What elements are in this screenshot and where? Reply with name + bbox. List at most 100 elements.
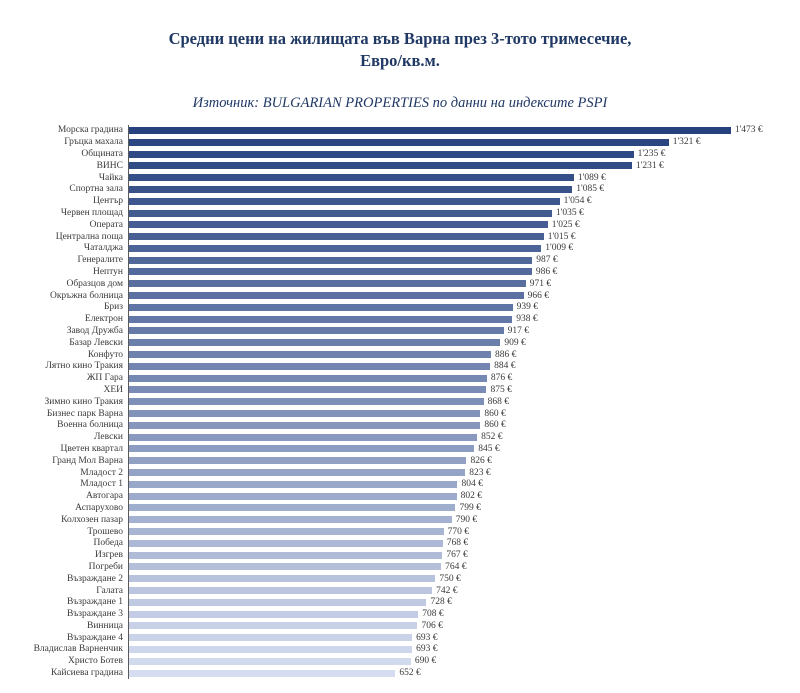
bar (129, 445, 475, 453)
bar (129, 469, 466, 477)
bar (129, 492, 457, 500)
bar-track: 966 € (128, 289, 794, 302)
bar-row: Младост 2 823 € (0, 466, 794, 479)
bar-track: 690 € (128, 655, 794, 668)
category-label: Чайка (98, 172, 123, 183)
bar-track: 742 € (128, 584, 794, 597)
category-label: ЖП Гара (86, 373, 123, 384)
bar-track: 826 € (128, 454, 794, 467)
bar (129, 280, 526, 288)
bar (129, 563, 442, 571)
bar-row: Военна болница 860 € (0, 419, 794, 432)
bar (129, 504, 456, 512)
category-label: Централна поща (55, 231, 123, 242)
bar (129, 362, 491, 370)
bar-track: 852 € (128, 431, 794, 444)
category-label: Образцов дом (66, 278, 123, 289)
category-label: ВИНС (96, 160, 123, 171)
bar-track: 706 € (128, 620, 794, 632)
category-label: Бизнес парк Варна (46, 408, 123, 419)
chart-title: Средни цени на жилищата във Варна през 3… (0, 0, 800, 73)
category-label: Христо Ботев (68, 656, 123, 667)
bar-row: Червен площад 1'035 € (0, 207, 794, 219)
value-label: 875 € (490, 384, 512, 395)
category-label: Окръжна болница (49, 290, 123, 301)
value-label: 767 € (446, 550, 468, 561)
bar-row: Гранд Мол Варна 826 € (0, 454, 794, 467)
category-label: Автогара (86, 491, 123, 502)
bar (129, 610, 419, 618)
value-label: 750 € (439, 573, 461, 584)
value-label: 860 € (484, 408, 506, 419)
category-label: Център (93, 196, 123, 207)
value-label: 868 € (487, 396, 509, 407)
bar-track: 1'231 € (128, 159, 794, 172)
category-label: Трошево (87, 526, 123, 537)
bar-track: 708 € (128, 608, 794, 620)
bar-row: Зимно кино Тракия 868 € (0, 395, 794, 408)
category-label: Винница (87, 620, 123, 631)
bar-row: Владислав Варненчик 693 € (0, 643, 794, 656)
bar-track: 1'085 € (128, 183, 794, 196)
bar-row: Морска градина 1'473 € (0, 124, 794, 137)
bar (129, 339, 501, 347)
value-label: 971 € (529, 278, 552, 289)
category-label: Победа (93, 538, 123, 549)
category-label: Възраждане 3 (66, 609, 123, 620)
bar-track: 876 € (128, 372, 794, 385)
bar (129, 528, 444, 536)
bar-row: Завод Дружба 917 € (0, 325, 794, 337)
value-label: 693 € (416, 644, 438, 655)
bar-track: 886 € (128, 348, 794, 361)
category-label: Погреби (88, 561, 123, 572)
bar (129, 327, 504, 335)
bar (129, 126, 731, 134)
value-label: 690 € (414, 656, 437, 667)
bar-row: ХЕИ 875 € (0, 384, 794, 396)
bar-row: Младост 1 804 € (0, 478, 794, 491)
value-label: 804 € (461, 479, 483, 490)
value-label: 886 € (494, 349, 517, 360)
bar-track: 764 € (128, 561, 794, 573)
bar-track: 868 € (128, 395, 794, 408)
bar-row: Колхозен пазар 790 € (0, 513, 794, 526)
bar-track: 1'473 € (128, 124, 794, 137)
value-label: 823 € (469, 467, 491, 478)
value-label: 938 € (516, 314, 538, 325)
bar (129, 138, 669, 146)
bar (129, 551, 443, 559)
bar-row: Галата 742 € (0, 584, 794, 597)
bar (129, 622, 418, 630)
bar-row: Генералите 987 € (0, 254, 794, 267)
bar-row: Бриз 939 € (0, 301, 794, 314)
bar-row: Възраждане 2 750 € (0, 572, 794, 585)
bar-row: Възраждане 3 708 € (0, 608, 794, 620)
bar-row: Общината 1'235 € (0, 148, 794, 160)
category-label: Лятно кино Тракия (45, 361, 123, 372)
value-label: 770 € (447, 526, 469, 537)
bar-track: 986 € (128, 266, 794, 278)
category-label: Морска градина (57, 125, 123, 136)
value-label: 1'473 € (734, 125, 763, 136)
bar-track: 1'054 € (128, 195, 794, 208)
value-label: 884 € (494, 361, 516, 372)
value-label: 1'009 € (545, 243, 574, 254)
bar (129, 256, 533, 264)
bar-track: 804 € (128, 478, 794, 491)
category-label: Възраждане 2 (66, 573, 123, 584)
bar-track: 823 € (128, 466, 794, 479)
chart-title-line2: Евро/кв.м. (360, 51, 440, 71)
bar-row: ВИНС 1'231 € (0, 159, 794, 172)
bar (129, 292, 524, 300)
bar-track: 1'035 € (128, 207, 794, 219)
bar-row: Левски 852 € (0, 431, 794, 444)
value-label: 1'054 € (563, 196, 592, 207)
bar-track: 693 € (128, 631, 794, 644)
bar-track: 875 € (128, 384, 794, 396)
bar (129, 150, 634, 158)
value-label: 768 € (446, 538, 469, 549)
value-label: 1'025 € (551, 219, 580, 230)
chart-subtitle: Източник: BULGARIAN PROPERTIES по данни … (192, 94, 608, 111)
category-label: Нептун (92, 266, 123, 277)
value-label: 1'015 € (547, 231, 576, 242)
